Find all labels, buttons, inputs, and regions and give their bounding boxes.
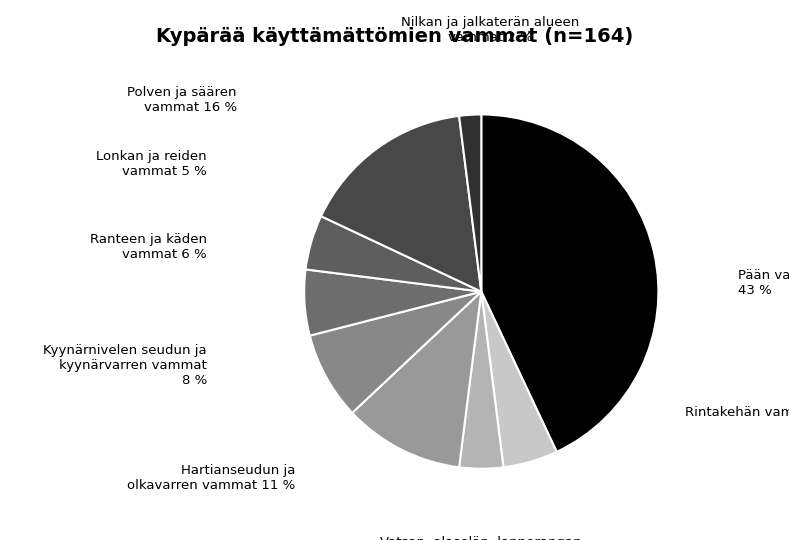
- Wedge shape: [481, 114, 658, 452]
- Text: Nilkan ja jalkaterän alueen
vammat 2 %: Nilkan ja jalkaterän alueen vammat 2 %: [401, 16, 579, 44]
- Wedge shape: [321, 116, 481, 292]
- Text: Vatsan, alaselän, lannerangan
ja lantion vammat 4 %: Vatsan, alaselän, lannerangan ja lantion…: [380, 536, 582, 540]
- Text: Kyynärnivelen seudun ja
kyynärvarren vammat
8 %: Kyynärnivelen seudun ja kyynärvarren vam…: [43, 345, 207, 388]
- Text: Lonkan ja reiden
vammat 5 %: Lonkan ja reiden vammat 5 %: [96, 150, 207, 178]
- Text: Ranteen ja käden
vammat 6 %: Ranteen ja käden vammat 6 %: [90, 233, 207, 261]
- Wedge shape: [459, 292, 503, 469]
- Wedge shape: [481, 292, 557, 467]
- Text: Pään vammat
43 %: Pään vammat 43 %: [739, 269, 789, 297]
- Text: Polven ja säären
vammat 16 %: Polven ja säären vammat 16 %: [127, 86, 237, 114]
- Text: Rintakehän vammat 5 %: Rintakehän vammat 5 %: [685, 406, 789, 419]
- Wedge shape: [305, 216, 481, 292]
- Wedge shape: [305, 269, 481, 336]
- Wedge shape: [310, 292, 481, 413]
- Text: Hartianseudun ja
olkavarren vammat 11 %: Hartianseudun ja olkavarren vammat 11 %: [127, 463, 295, 491]
- Wedge shape: [352, 292, 481, 467]
- Text: Kypärää käyttämättömien vammat (n=164): Kypärää käyttämättömien vammat (n=164): [156, 27, 633, 46]
- Wedge shape: [459, 114, 481, 292]
